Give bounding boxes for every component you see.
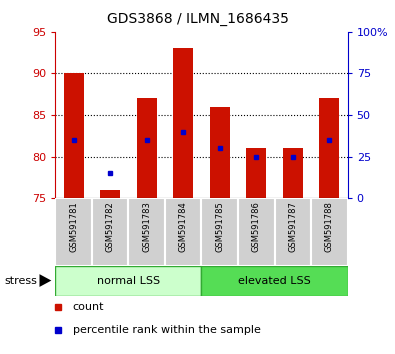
- Text: GSM591786: GSM591786: [252, 201, 261, 252]
- Bar: [283, 148, 303, 198]
- Bar: [165, 198, 201, 266]
- Text: GDS3868 / ILMN_1686435: GDS3868 / ILMN_1686435: [107, 12, 288, 27]
- Bar: [246, 148, 266, 198]
- Bar: [319, 98, 339, 198]
- Bar: [201, 198, 238, 266]
- Text: normal LSS: normal LSS: [97, 275, 160, 286]
- Text: GSM591782: GSM591782: [105, 201, 115, 252]
- Bar: [55, 266, 201, 296]
- Text: GSM591788: GSM591788: [325, 201, 334, 252]
- Bar: [210, 107, 230, 198]
- Text: GSM591784: GSM591784: [179, 201, 188, 252]
- Bar: [55, 198, 92, 266]
- Text: GSM591787: GSM591787: [288, 201, 297, 252]
- Bar: [64, 73, 84, 198]
- Bar: [128, 198, 165, 266]
- Bar: [238, 198, 275, 266]
- Text: count: count: [73, 302, 104, 313]
- Bar: [201, 266, 348, 296]
- Bar: [173, 48, 193, 198]
- Bar: [275, 198, 311, 266]
- Text: elevated LSS: elevated LSS: [238, 275, 311, 286]
- Bar: [92, 198, 128, 266]
- Text: GSM591781: GSM591781: [69, 201, 78, 252]
- Bar: [100, 190, 120, 198]
- Text: GSM591783: GSM591783: [142, 201, 151, 252]
- Bar: [137, 98, 157, 198]
- Text: percentile rank within the sample: percentile rank within the sample: [73, 325, 261, 336]
- Text: GSM591785: GSM591785: [215, 201, 224, 252]
- Text: stress: stress: [4, 275, 37, 286]
- Bar: [311, 198, 348, 266]
